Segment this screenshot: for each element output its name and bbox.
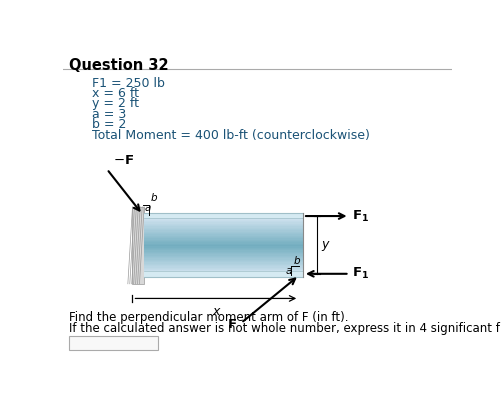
Bar — [132, 207, 144, 284]
Text: y = 2 ft: y = 2 ft — [92, 98, 139, 111]
Text: x: x — [212, 305, 219, 317]
Text: F1 = 250 lb: F1 = 250 lb — [92, 77, 165, 90]
Text: a: a — [145, 203, 151, 213]
Text: $-\mathbf{F}$: $-\mathbf{F}$ — [113, 154, 134, 167]
Bar — [69, 336, 158, 350]
Text: If the calculated answer is not whole number, express it in 4 significant figure: If the calculated answer is not whole nu… — [69, 322, 501, 335]
Text: $\mathbf{F_1}$: $\mathbf{F_1}$ — [351, 208, 368, 224]
Text: a: a — [285, 266, 291, 276]
Text: y: y — [321, 238, 328, 251]
Text: b: b — [150, 193, 157, 202]
Text: $\mathbf{F}$: $\mathbf{F}$ — [226, 318, 236, 331]
Bar — [144, 271, 303, 277]
Text: $\mathbf{F_1}$: $\mathbf{F_1}$ — [351, 266, 368, 282]
Text: a = 3: a = 3 — [92, 108, 126, 121]
Text: b: b — [293, 257, 300, 266]
Text: x = 6 ft: x = 6 ft — [92, 87, 139, 100]
Text: Find the perpendicular moment arm of F (in ft).: Find the perpendicular moment arm of F (… — [69, 311, 348, 324]
Text: b = 2: b = 2 — [92, 118, 126, 131]
Text: Question 32: Question 32 — [69, 58, 168, 73]
Text: Total Moment = 400 lb-ft (counterclockwise): Total Moment = 400 lb-ft (counterclockwi… — [92, 129, 369, 142]
Bar — [144, 213, 303, 218]
